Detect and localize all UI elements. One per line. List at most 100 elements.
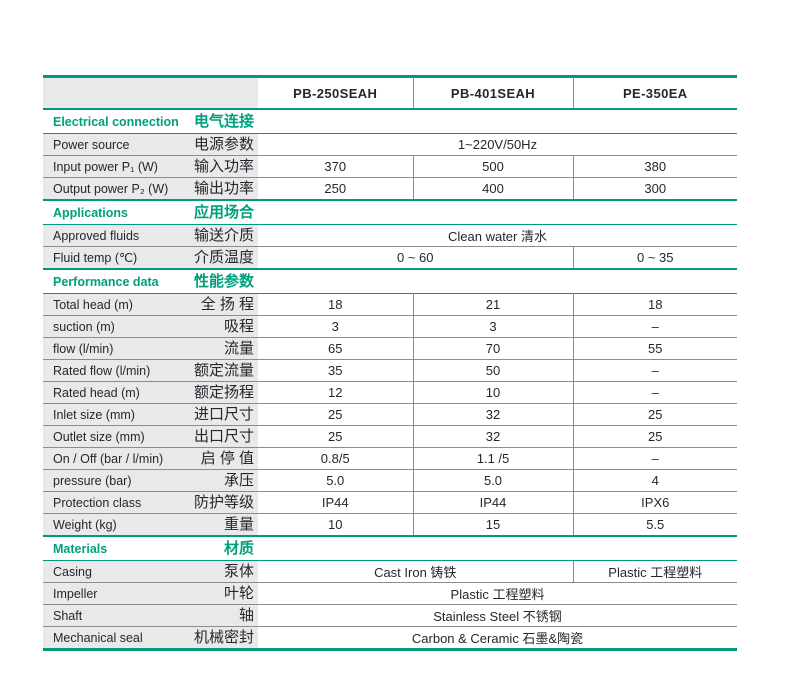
row-label-cell: Casing 泵体 xyxy=(43,560,258,583)
label-zh: 电源参数 xyxy=(193,136,254,153)
value-cell: 35 xyxy=(258,359,413,382)
table-row-rated-flow: Rated flow (l/min) 额定流量 35 50 – xyxy=(43,359,737,382)
row-label-cell: On / Off (bar / l/min) 启 停 值 xyxy=(43,447,258,470)
section-title-en: Materials xyxy=(53,541,108,556)
section-header-cell: Materials 材质 xyxy=(43,535,737,561)
value-cell: 10 xyxy=(412,381,573,404)
table-row-mechanical-seal: Mechanical seal 机械密封 Carbon & Ceramic 石墨… xyxy=(43,626,737,650)
table-row-pressure: pressure (bar) 承压 5.0 5.0 4 xyxy=(43,469,737,492)
table-row-on-off: On / Off (bar / l/min) 启 停 值 0.8/5 1.1 /… xyxy=(43,447,737,470)
table-row-power-source: Power source 电源参数 1~220V/50Hz xyxy=(43,133,737,156)
value-cell: 25 xyxy=(572,425,737,448)
table-row-weight: Weight (kg) 重量 10 15 5.5 xyxy=(43,513,737,537)
label-zh: 额定扬程 xyxy=(193,384,254,401)
model-name-1: PB-250SEAH xyxy=(258,76,413,110)
label-en: Protection class xyxy=(53,495,142,510)
label-en: suction (m) xyxy=(53,319,115,334)
value-cell: 10 xyxy=(258,513,413,537)
label-en: Output power P₂ (W) xyxy=(53,181,169,196)
model-header-row: PB-250SEAH PB-401SEAH PE-350EA xyxy=(43,76,737,110)
section-title-en: Electrical connection xyxy=(53,114,179,129)
value-cell-span-all: Clean water 清水 xyxy=(258,224,737,247)
value-cell: 0.8/5 xyxy=(258,447,413,470)
table-row-flow: flow (l/min) 流量 65 70 55 xyxy=(43,337,737,360)
value-cell: 50 xyxy=(412,359,573,382)
table-row-rated-head: Rated head (m) 额定扬程 12 10 – xyxy=(43,381,737,404)
section-electrical-connection: Electrical connection 电气连接 xyxy=(43,108,737,134)
section-title-en: Applications xyxy=(53,205,129,220)
row-label-cell: suction (m) 吸程 xyxy=(43,315,258,338)
row-label-cell: Power source 电源参数 xyxy=(43,133,258,156)
section-title-zh: 电气连接 xyxy=(193,113,254,130)
value-cell: 370 xyxy=(258,155,413,178)
label-en: Approved fluids xyxy=(53,228,140,243)
label-zh: 输出功率 xyxy=(193,180,254,197)
value-cell: 4 xyxy=(572,469,737,492)
table-row-casing: Casing 泵体 Cast Iron 铸铁 Plastic 工程塑料 xyxy=(43,560,737,583)
label-en: Casing xyxy=(53,564,92,579)
row-label-cell: pressure (bar) 承压 xyxy=(43,469,258,492)
row-label-cell: Approved fluids 输送介质 xyxy=(43,224,258,247)
label-zh: 出口尺寸 xyxy=(193,428,254,445)
value-cell: 3 xyxy=(258,315,413,338)
model-name-2: PB-401SEAH xyxy=(412,76,573,110)
value-cell: 5.0 xyxy=(258,469,413,492)
table-row-impeller: Impeller 叶轮 Plastic 工程塑料 xyxy=(43,582,737,605)
table-row-shaft: Shaft 轴 Stainless Steel 不锈钢 xyxy=(43,604,737,627)
value-cell: Plastic 工程塑料 xyxy=(572,560,737,583)
value-cell: 250 xyxy=(258,177,413,201)
label-en: Inlet size (mm) xyxy=(53,407,135,422)
label-en: Total head (m) xyxy=(53,297,133,312)
table-row-total-head: Total head (m) 全 扬 程 18 21 18 xyxy=(43,293,737,316)
label-zh: 防护等级 xyxy=(193,494,254,511)
value-cell: 3 xyxy=(412,315,573,338)
label-en: Rated flow (l/min) xyxy=(53,363,151,378)
label-zh: 输送介质 xyxy=(193,227,254,244)
label-zh: 重量 xyxy=(223,516,254,533)
value-cell: 55 xyxy=(572,337,737,360)
label-en: pressure (bar) xyxy=(53,473,132,488)
header-blank-cell xyxy=(43,76,258,110)
table-row-protection-class: Protection class 防护等级 IP44 IP44 IPX6 xyxy=(43,491,737,514)
label-zh: 轴 xyxy=(238,607,254,624)
row-label-cell: Impeller 叶轮 xyxy=(43,582,258,605)
value-cell-span-all: Stainless Steel 不锈钢 xyxy=(258,604,737,627)
row-label-cell: Total head (m) 全 扬 程 xyxy=(43,293,258,316)
pump-spec-table: PB-250SEAH PB-401SEAH PE-350EA Electrica… xyxy=(43,75,737,651)
section-title-en: Performance data xyxy=(53,274,159,289)
label-en: Mechanical seal xyxy=(53,630,143,645)
value-cell: 380 xyxy=(572,155,737,178)
label-en: flow (l/min) xyxy=(53,341,114,356)
section-applications: Applications 应用场合 xyxy=(43,199,737,225)
label-zh: 输入功率 xyxy=(193,158,254,175)
label-zh: 承压 xyxy=(223,472,254,489)
row-label-cell: Mechanical seal 机械密封 xyxy=(43,626,258,650)
row-label-cell: Inlet size (mm) 进口尺寸 xyxy=(43,403,258,426)
section-header-cell: Performance data 性能参数 xyxy=(43,268,737,294)
section-title-zh: 性能参数 xyxy=(193,273,254,290)
label-en: Rated head (m) xyxy=(53,385,140,400)
table-row-input-power: Input power P₁ (W) 输入功率 370 500 380 xyxy=(43,155,737,178)
value-cell: 25 xyxy=(572,403,737,426)
value-cell: 1.1 /5 xyxy=(412,447,573,470)
row-label-cell: Shaft 轴 xyxy=(43,604,258,627)
row-label-cell: Weight (kg) 重量 xyxy=(43,513,258,537)
value-cell-span-all: 1~220V/50Hz xyxy=(258,133,737,156)
value-cell: 18 xyxy=(258,293,413,316)
table-row-output-power: Output power P₂ (W) 输出功率 250 400 300 xyxy=(43,177,737,201)
label-en: Power source xyxy=(53,137,130,152)
value-cell: IPX6 xyxy=(572,491,737,514)
table-row-outlet-size: Outlet size (mm) 出口尺寸 25 32 25 xyxy=(43,425,737,448)
value-cell: 300 xyxy=(572,177,737,201)
value-cell: 500 xyxy=(412,155,573,178)
row-label-cell: Output power P₂ (W) 输出功率 xyxy=(43,177,258,201)
value-cell-span-two: 0 ~ 60 xyxy=(258,246,573,270)
label-zh: 流量 xyxy=(223,340,254,357)
label-zh: 泵体 xyxy=(223,563,254,580)
label-zh: 额定流量 xyxy=(193,362,254,379)
label-zh: 进口尺寸 xyxy=(193,406,254,423)
value-cell: 32 xyxy=(412,425,573,448)
label-zh: 启 停 值 xyxy=(200,450,254,467)
table-row-suction: suction (m) 吸程 3 3 – xyxy=(43,315,737,338)
value-cell: 70 xyxy=(412,337,573,360)
